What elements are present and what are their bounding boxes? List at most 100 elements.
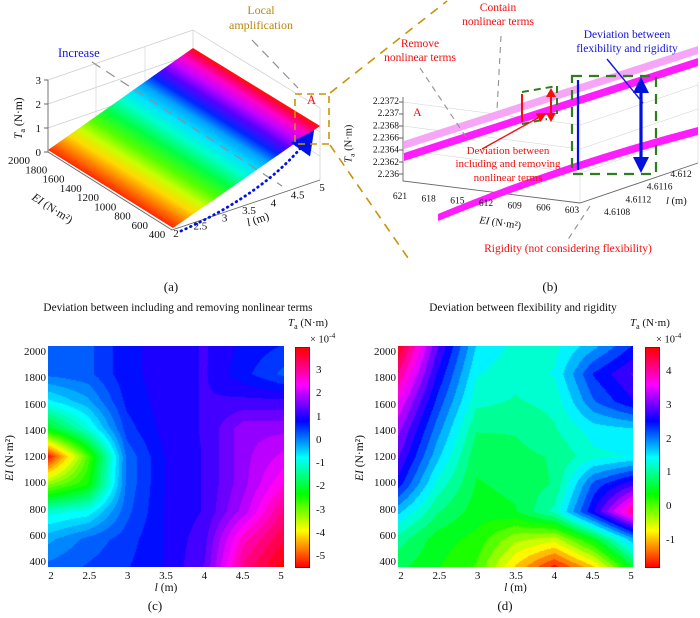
dev-incl-removing-label: Deviation between including and removing…	[455, 145, 561, 184]
remove-leader-line	[419, 67, 467, 138]
local-amp-leader-line	[251, 39, 299, 89]
b-z-tick-labels: 2.2372 2.237 2.2368 2.2366 2.2364 2.2362 2.236	[373, 97, 399, 180]
c-colorbar-exponent: × 10-4	[310, 331, 336, 346]
magnifier-box	[294, 93, 330, 145]
tick-label: 612	[479, 199, 494, 209]
increase-leader-line	[91, 61, 283, 187]
tick-label: 4.5	[235, 570, 250, 582]
c-colorbar-title: Ta (N·m)	[288, 317, 328, 332]
title-d: Deviation between flexibility and rigidi…	[429, 302, 617, 314]
c-colorbar-ticks: 3 2 1 0 -1 -2 -3 -4 -5	[316, 364, 342, 562]
tick-label: 3	[474, 570, 481, 582]
tick-label: 1800	[24, 372, 46, 385]
tick-label: 3	[124, 570, 131, 582]
plot-a-axes	[44, 79, 321, 231]
d-colorbar	[645, 347, 660, 568]
tick-label: 4.5	[585, 570, 600, 582]
tick-label: 4	[201, 570, 208, 582]
tick-label: 2	[48, 570, 54, 582]
tick-label: 5	[628, 570, 634, 582]
flex-rigidity-arrowhead-up	[633, 77, 649, 93]
tick-label: 1200	[24, 451, 46, 463]
tick-label: 1400	[24, 424, 46, 437]
dev-incl-leader-line	[481, 113, 547, 150]
tick-label: 1	[316, 410, 322, 423]
tick-label: 2	[398, 570, 404, 582]
tick-label: 2.2366	[373, 134, 399, 144]
point-a-label-b: A	[413, 105, 422, 119]
tick-label: 618	[422, 194, 437, 204]
c-colorbar	[295, 347, 310, 568]
d-y-axis-ticks: 2000 1800 1600 1400 1200 1000 800 600 400	[362, 346, 397, 568]
tick-label: 1600	[43, 174, 66, 186]
tick-label: 800	[114, 211, 131, 223]
tick-label: 4.6116	[647, 183, 673, 193]
flex-rigidity-box	[570, 74, 658, 176]
remove-nonlinear-label: Remove nonlinear terms	[384, 38, 456, 65]
tick-label: 2000	[8, 155, 31, 167]
tick-label: 603	[565, 206, 580, 216]
incl-removing-arrowhead-down	[546, 113, 556, 122]
tick-label: 615	[450, 197, 465, 207]
tick-label: 4	[551, 570, 558, 582]
tick-label: 4.612	[670, 170, 692, 180]
plot-b-axes	[399, 97, 699, 204]
tick-label: 2	[173, 228, 179, 240]
d-x-axis-ticks: 2 2.5 3 3.5 4 4.5 5	[398, 570, 634, 584]
tick-label: 3	[36, 75, 42, 87]
tick-label: 1	[36, 123, 42, 135]
d-colorbar-title: Ta (N·m)	[630, 317, 670, 332]
a-z-axis-label: Ta (N·m)	[12, 97, 28, 140]
tick-label: 800	[379, 503, 397, 516]
tick-label: 4	[271, 197, 277, 209]
tick-label: 5	[278, 570, 284, 582]
tick-label: -5	[316, 550, 326, 562]
tick-label: -2	[316, 480, 326, 493]
tick-label: 2	[316, 387, 322, 400]
point-a-label: A	[307, 93, 317, 107]
tick-label: 5	[319, 182, 325, 194]
tick-label: 2	[36, 99, 42, 111]
d-colorbar-exponent: × 10-4	[656, 331, 682, 346]
tick-label: 800	[29, 503, 47, 516]
tick-label: 2.2372	[373, 97, 399, 107]
dev-flex-leader-line	[606, 58, 644, 104]
a-l-tick-labels: 2 2.5 3 3.5 4 4.5 5	[173, 182, 325, 240]
tick-label: 1600	[374, 398, 396, 411]
tick-label: 606	[536, 204, 551, 214]
contain-nonlinear-label: Contain nonlinear terms	[462, 2, 534, 29]
title-c: Deviation between including and removing…	[43, 302, 313, 314]
b-l-tick-labels: 4.6108 4.6112 4.6116 4.612	[604, 170, 692, 218]
incl-removing-bracket	[521, 85, 558, 125]
tick-label: 600	[132, 220, 149, 232]
tick-label: 3	[222, 213, 228, 225]
tick-label: 3	[316, 364, 322, 376]
tick-label: 3.5	[242, 205, 256, 217]
caption-a: (a)	[163, 279, 179, 294]
tick-label: -4	[316, 526, 326, 539]
tick-label: 400	[149, 229, 166, 241]
contain-leader-line	[496, 35, 502, 111]
local-amplification-label: Local amplification	[229, 3, 293, 32]
tick-label: 2000	[374, 346, 396, 358]
caption-d: (d)	[497, 598, 513, 613]
tick-label: 1200	[77, 192, 100, 204]
surface-a	[48, 48, 320, 228]
tick-label: 2.5	[193, 220, 207, 232]
rigidity-label: Rigidity (not considering flexibility)	[484, 243, 652, 255]
tick-label: 400	[29, 556, 47, 568]
tick-label: 1400	[374, 424, 396, 437]
tick-label: 2.237	[378, 109, 400, 119]
heatmap-d	[398, 346, 633, 567]
tick-label: 4.6112	[625, 195, 651, 205]
tick-label: 2.2362	[373, 158, 399, 168]
dev-flex-rigidity-label: Deviation between flexibility and rigidi…	[576, 29, 678, 56]
tick-label: 1400	[60, 183, 83, 195]
tick-label: 0	[316, 433, 322, 446]
c-y-axis-ticks: 2000 1800 1600 1400 1200 1000 800 600 400	[12, 346, 47, 568]
tick-label: 2.5	[82, 570, 97, 582]
tick-label: 3.5	[509, 570, 523, 582]
